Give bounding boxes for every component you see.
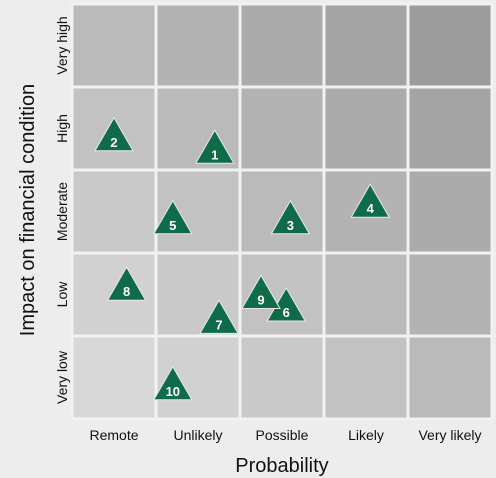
x-tick-labels: Remote Unlikely Possible Likely Very likely: [89, 427, 481, 443]
matrix-cell: [72, 4, 156, 87]
matrix-cell: [240, 4, 324, 87]
matrix-cell: [324, 4, 408, 87]
risk-points: 1 2 3 4 5 6 7 8 9 10: [94, 116, 391, 401]
risk-marker-label: 4: [367, 201, 375, 216]
matrix-cell: [240, 87, 324, 170]
x-tick-label: Very likely: [418, 427, 481, 443]
risk-marker-label: 6: [283, 305, 290, 320]
risk-marker-triangle: [152, 199, 193, 235]
risk-marker: 1: [194, 129, 235, 164]
matrix-cell: [240, 336, 324, 419]
matrix-cell: [72, 336, 156, 419]
risk-marker: 8: [106, 266, 147, 301]
risk-marker-triangle: [106, 266, 147, 301]
risk-marker-label: 7: [215, 317, 222, 332]
matrix-cell: [408, 170, 492, 253]
risk-marker: 9: [241, 274, 281, 309]
risk-marker: 10: [152, 365, 193, 401]
risk-marker-label: 8: [123, 284, 130, 299]
matrix-cell: [324, 87, 408, 170]
matrix-cell: [408, 4, 492, 87]
risk-marker-label: 1: [211, 147, 218, 162]
x-tick-label: Possible: [256, 427, 309, 443]
matrix-cell: [156, 4, 240, 87]
risk-marker: 7: [199, 299, 239, 334]
risk-marker: 5: [152, 199, 193, 235]
risk-marker-label: 10: [166, 384, 180, 399]
y-axis-title: Impact on financial condition: [17, 84, 39, 336]
y-tick-label: Very high: [54, 16, 70, 74]
matrix-cell: [240, 170, 324, 253]
x-axis-title: Probability: [235, 455, 328, 477]
y-tick-label: High: [54, 114, 70, 143]
x-tick-label: Unlikely: [173, 427, 222, 443]
y-tick-labels: Very low Low Moderate High Very high: [54, 16, 70, 404]
risk-marker-triangle: [350, 183, 391, 218]
matrix-cell: [324, 253, 408, 336]
matrix-cell: [408, 336, 492, 419]
risk-marker: 3: [270, 199, 311, 235]
risk-marker-label: 2: [110, 135, 117, 150]
matrix-cell: [324, 336, 408, 419]
risk-marker: 4: [350, 183, 391, 218]
x-tick-label: Remote: [89, 427, 138, 443]
risk-marker-triangle: [270, 199, 311, 235]
risk-marker-triangle: [94, 116, 134, 152]
risk-marker: 2: [94, 116, 134, 152]
matrix-cells: [70, 2, 494, 421]
risk-marker-label: 5: [169, 218, 176, 233]
y-tick-label: Low: [54, 281, 70, 308]
matrix-cell: [72, 170, 156, 253]
risk-marker-triangle: [152, 365, 193, 401]
matrix-cell: [408, 253, 492, 336]
risk-marker-triangle: [241, 274, 281, 309]
matrix-cell: [408, 87, 492, 170]
risk-marker-triangle: [199, 299, 239, 334]
risk-marker-label: 3: [287, 218, 294, 233]
y-tick-label: Moderate: [54, 182, 70, 241]
x-tick-label: Likely: [348, 427, 384, 443]
risk-marker-triangle: [194, 129, 235, 164]
y-tick-label: Very low: [54, 350, 70, 404]
risk-marker-label: 9: [257, 293, 264, 308]
